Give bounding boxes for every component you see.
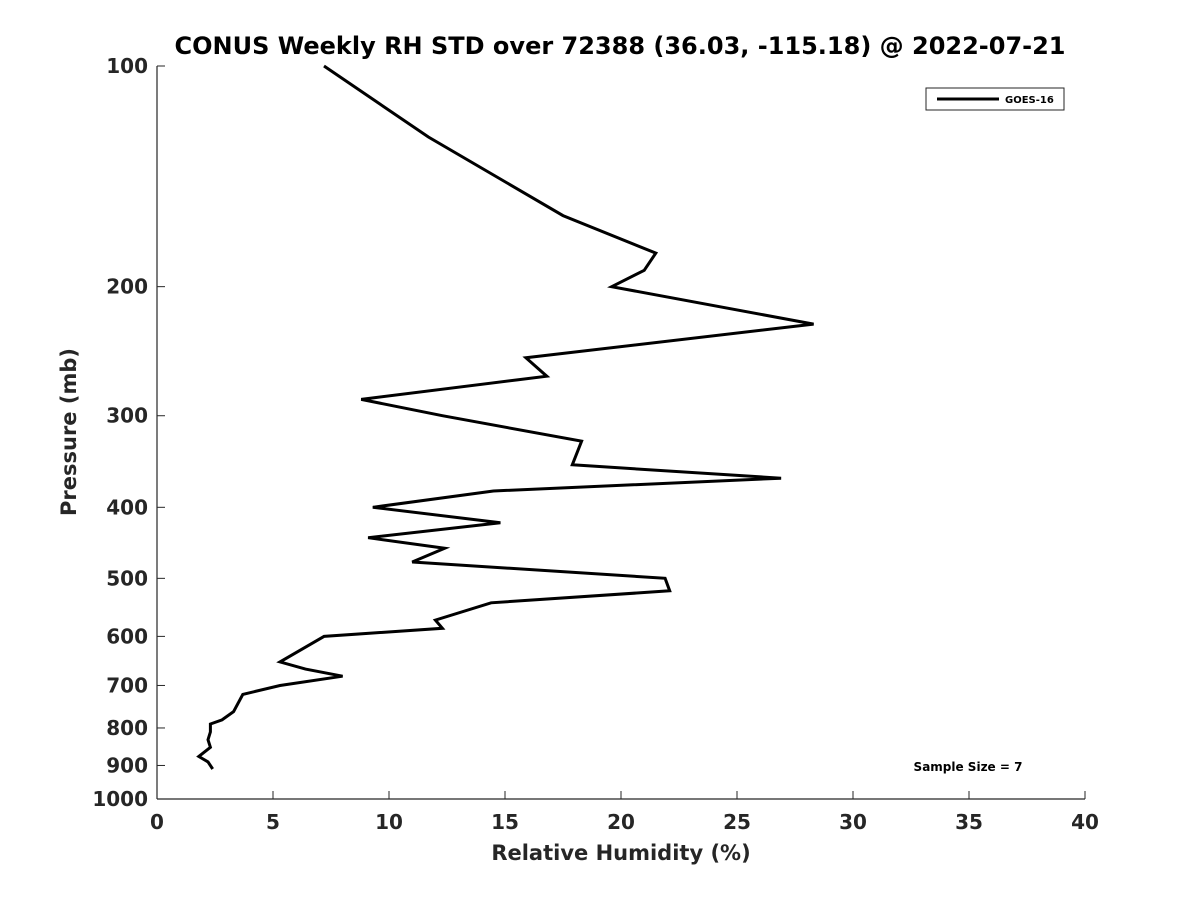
x-tick-label: 10 [375,810,403,834]
y-tick-label: 900 [106,753,148,777]
sample-size-annotation: Sample Size = 7 [914,760,1023,774]
y-tick-label: 600 [106,624,148,648]
y-ticks: 100 200 300 400 500 600 700 800 900 1000 [92,54,165,811]
x-tick-label: 30 [839,810,867,834]
x-tick-label: 5 [266,810,280,834]
x-tick-label: 40 [1071,810,1099,834]
y-tick-label: 400 [106,495,148,519]
x-tick-label: 25 [723,810,751,834]
series-line-goes-16 [196,64,814,770]
y-tick-label: 1000 [92,787,148,811]
x-ticks: 0 5 10 15 20 25 30 35 40 [150,791,1099,834]
x-tick-label: 15 [491,810,519,834]
legend: GOES-16 [925,87,1065,111]
x-tick-label: 35 [955,810,983,834]
chart-title: CONUS Weekly RH STD over 72388 (36.03, -… [174,32,1065,60]
y-tick-label: 200 [106,275,148,299]
y-axis-label: Pressure (mb) [57,348,81,516]
y-tick-label: 800 [106,716,148,740]
series-layer [196,64,814,770]
y-tick-label: 500 [106,566,148,590]
x-axis-label: Relative Humidity (%) [491,841,750,865]
y-tick-label: 300 [106,404,148,428]
x-tick-label: 0 [150,810,164,834]
y-tick-label: 700 [106,673,148,697]
y-tick-label: 100 [106,54,148,78]
legend-label-goes-16: GOES-16 [1005,95,1054,106]
x-tick-label: 20 [607,810,635,834]
